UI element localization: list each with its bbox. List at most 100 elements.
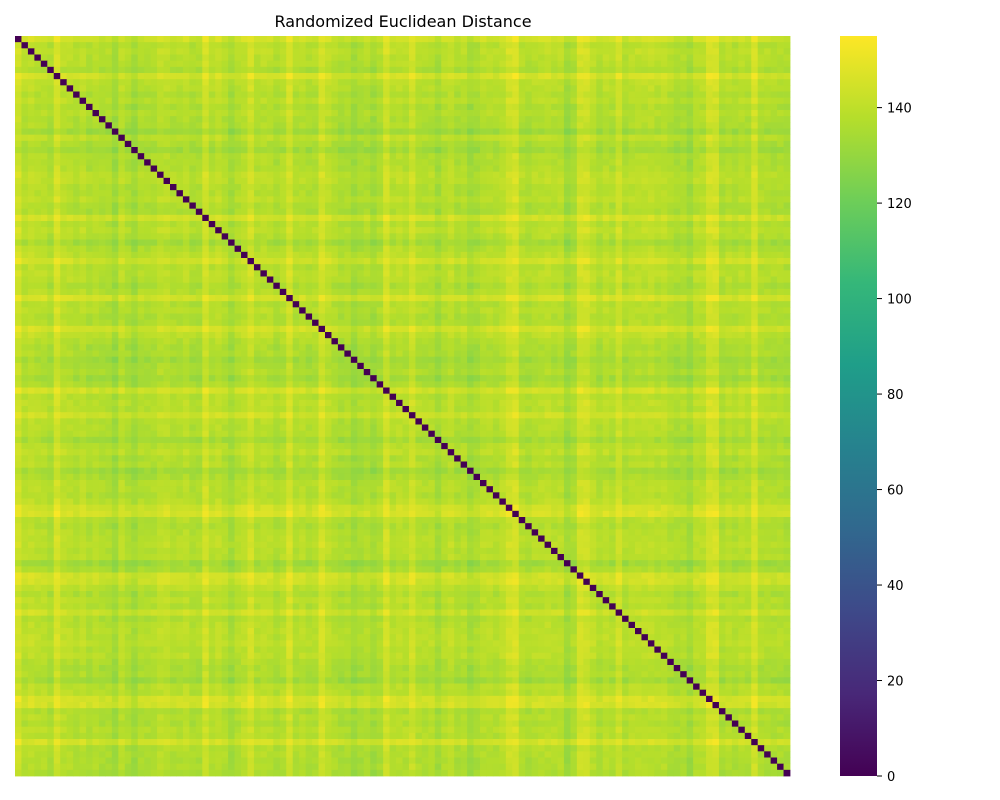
heatmap-cell: [312, 91, 319, 99]
heatmap-cell: [635, 134, 642, 142]
heatmap-cell: [247, 48, 255, 55]
heatmap-cell: [667, 103, 675, 111]
heatmap-cell: [505, 251, 513, 259]
heatmap-cell: [473, 73, 481, 80]
heatmap-cell: [686, 245, 694, 253]
heatmap-cell: [79, 288, 87, 296]
heatmap-cell: [777, 258, 784, 265]
heatmap-cell: [228, 85, 235, 92]
heatmap-cell: [602, 282, 610, 290]
heatmap-cell: [27, 208, 35, 216]
heatmap-cell: [647, 159, 655, 166]
heatmap-cell: [557, 221, 565, 228]
heatmap-cell: [551, 153, 558, 160]
heatmap-cell: [299, 208, 307, 216]
heatmap-cell: [202, 66, 210, 74]
heatmap-cell: [228, 140, 235, 148]
heatmap-cell: [279, 110, 287, 117]
heatmap-cell: [79, 196, 87, 203]
heatmap-cell: [408, 91, 416, 99]
heatmap-cell: [350, 79, 358, 86]
heatmap-cell: [718, 66, 726, 74]
heatmap-cell: [557, 122, 565, 129]
heatmap-cell: [221, 282, 229, 290]
heatmap-cell: [182, 140, 190, 148]
heatmap-cell: [208, 288, 216, 296]
heatmap-cell: [557, 270, 565, 277]
heatmap-cell: [609, 79, 617, 86]
heatmap-cell: [66, 190, 74, 197]
heatmap-cell: [492, 221, 500, 228]
heatmap-cell: [208, 196, 216, 203]
heatmap-cell: [551, 73, 558, 80]
heatmap-cell: [273, 184, 281, 191]
heatmap-cell: [693, 282, 700, 290]
heatmap-cell: [396, 288, 403, 296]
heatmap-cell: [195, 103, 203, 111]
heatmap-cell: [480, 159, 487, 166]
heatmap-cell: [189, 214, 197, 222]
heatmap-cell: [376, 239, 384, 247]
heatmap-cell: [467, 116, 474, 123]
heatmap-cell: [421, 245, 429, 253]
heatmap-cell: [286, 239, 294, 247]
heatmap-cell: [408, 196, 416, 203]
heatmap-cell: [647, 251, 655, 259]
heatmap-cell: [376, 97, 384, 105]
heatmap-cell: [447, 227, 455, 234]
heatmap-cell: [680, 48, 688, 55]
heatmap-cell: [299, 171, 307, 179]
heatmap-cell: [583, 36, 591, 43]
heatmap-cell: [525, 122, 533, 129]
heatmap-cell: [21, 196, 29, 203]
heatmap-cell: [98, 276, 106, 284]
heatmap-cell: [486, 276, 494, 284]
heatmap-cell: [486, 85, 494, 92]
heatmap-cell: [144, 116, 152, 123]
heatmap-cell: [228, 264, 235, 271]
heatmap-cell: [40, 110, 48, 117]
heatmap-cell: [712, 48, 720, 55]
heatmap-cell: [305, 147, 313, 154]
heatmap-cell: [596, 134, 604, 142]
heatmap-cell: [764, 97, 772, 105]
heatmap-cell: [170, 233, 177, 240]
heatmap-cell: [370, 103, 378, 111]
heatmap-cell: [34, 251, 42, 259]
heatmap-cell: [622, 282, 629, 290]
heatmap-cell: [221, 85, 229, 92]
heatmap-cell: [21, 276, 29, 284]
heatmap-cell: [337, 270, 345, 277]
heatmap-cell: [647, 282, 655, 290]
heatmap-cell: [731, 282, 739, 290]
heatmap-cell: [544, 245, 552, 253]
heatmap-cell: [570, 147, 578, 154]
heatmap-cell: [635, 54, 642, 62]
heatmap-cell: [53, 258, 61, 265]
heatmap-cell: [544, 42, 552, 49]
heatmap-cell: [170, 103, 177, 111]
heatmap-cell: [86, 122, 93, 129]
heatmap-cell: [421, 85, 429, 92]
heatmap-cell: [73, 221, 80, 228]
heatmap-cell: [725, 73, 733, 80]
heatmap-cell: [680, 233, 688, 240]
heatmap-cell: [480, 208, 487, 216]
heatmap-cell: [53, 196, 61, 203]
heatmap-cell: [718, 128, 726, 136]
heatmap-cell: [499, 54, 507, 62]
heatmap-cell: [92, 239, 100, 247]
heatmap-cell: [428, 48, 436, 55]
heatmap-cell: [292, 282, 300, 290]
heatmap-cell: [318, 85, 326, 92]
heatmap-cell: [718, 153, 726, 160]
heatmap-cell: [241, 196, 248, 203]
heatmap-cell: [253, 79, 261, 86]
heatmap-cell: [202, 190, 210, 197]
heatmap-cell: [144, 110, 152, 117]
heatmap-cell: [505, 48, 513, 55]
heatmap-cell: [73, 190, 80, 197]
heatmap-cell: [234, 79, 242, 86]
heatmap-cell: [27, 134, 35, 142]
heatmap-cell: [667, 177, 675, 185]
